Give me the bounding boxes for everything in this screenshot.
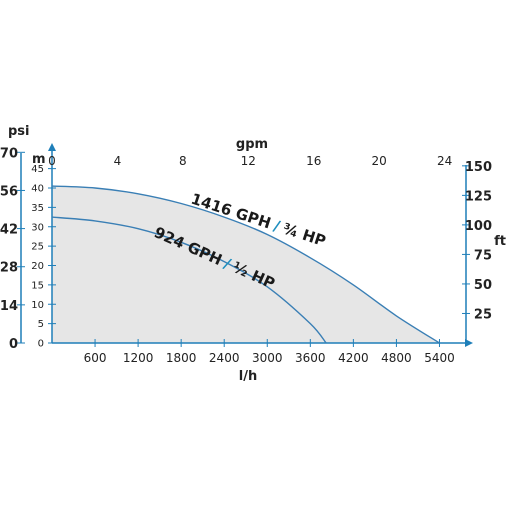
ft-tick-label: 100: [465, 219, 492, 234]
x-tick-label: 4800: [381, 351, 412, 365]
meters-tick-label: 20: [31, 261, 44, 272]
gpm-tick-label: 8: [179, 154, 187, 168]
x-tick-label: 2400: [209, 351, 240, 365]
meters-axis-title: m: [32, 152, 46, 167]
gpm-tick-label: 4: [114, 154, 122, 168]
meters-tick-label: 5: [38, 319, 44, 330]
curves-layer: [51, 185, 440, 344]
gpm-tick-label: 0: [48, 154, 56, 168]
meters-tick-label: 40: [31, 184, 44, 195]
x-tick-label: 5400: [424, 351, 455, 365]
x-tick-label: 4200: [338, 351, 369, 365]
ft-tick-label: 50: [474, 278, 492, 293]
x-tick-label: 600: [84, 351, 107, 365]
curve-area-fill: [52, 186, 440, 343]
psi-tick-label: 42: [0, 223, 18, 238]
ft-tick-label: 125: [465, 189, 492, 204]
meters-tick-label: 30: [31, 222, 44, 233]
meters-tick-label: 25: [31, 242, 44, 253]
psi-tick-label: 0: [9, 337, 18, 352]
gpm-tick-label: 16: [306, 154, 321, 168]
ft-tick-label: 75: [474, 248, 492, 263]
series-slash: /: [271, 217, 282, 236]
psi-axis-title: psi: [8, 124, 30, 139]
ft-tick-label: 25: [474, 307, 492, 322]
series-line-0: [51, 185, 440, 344]
gpm-axis-title: gpm: [236, 137, 268, 152]
x-axis-title: l/h: [239, 369, 257, 384]
meters-tick-label: 45: [31, 164, 44, 175]
psi-tick-label: 70: [0, 146, 18, 161]
series-line-1: [51, 216, 327, 344]
meters-tick-label: 0: [38, 339, 44, 350]
psi-tick-label: 14: [0, 299, 18, 314]
ft-tick-label: 150: [465, 160, 492, 175]
meters-tick-label: 15: [31, 280, 44, 291]
x-tick-label: 1800: [166, 351, 197, 365]
psi-tick-label: 28: [0, 261, 18, 276]
ft-axis-title: ft: [494, 234, 506, 249]
gpm-tick-label: 20: [372, 154, 387, 168]
psi-tick-label: 56: [0, 184, 18, 199]
gpm-tick-label: 24: [437, 154, 452, 168]
curve-fill-layer: [52, 186, 440, 343]
x-tick-label: 3000: [252, 351, 283, 365]
x-tick-label: 3600: [295, 351, 326, 365]
gpm-tick-label: 12: [241, 154, 256, 168]
meters-tick-label: 35: [31, 203, 44, 214]
meters-tick-label: 10: [31, 300, 44, 311]
x-tick-label: 1200: [123, 351, 154, 365]
